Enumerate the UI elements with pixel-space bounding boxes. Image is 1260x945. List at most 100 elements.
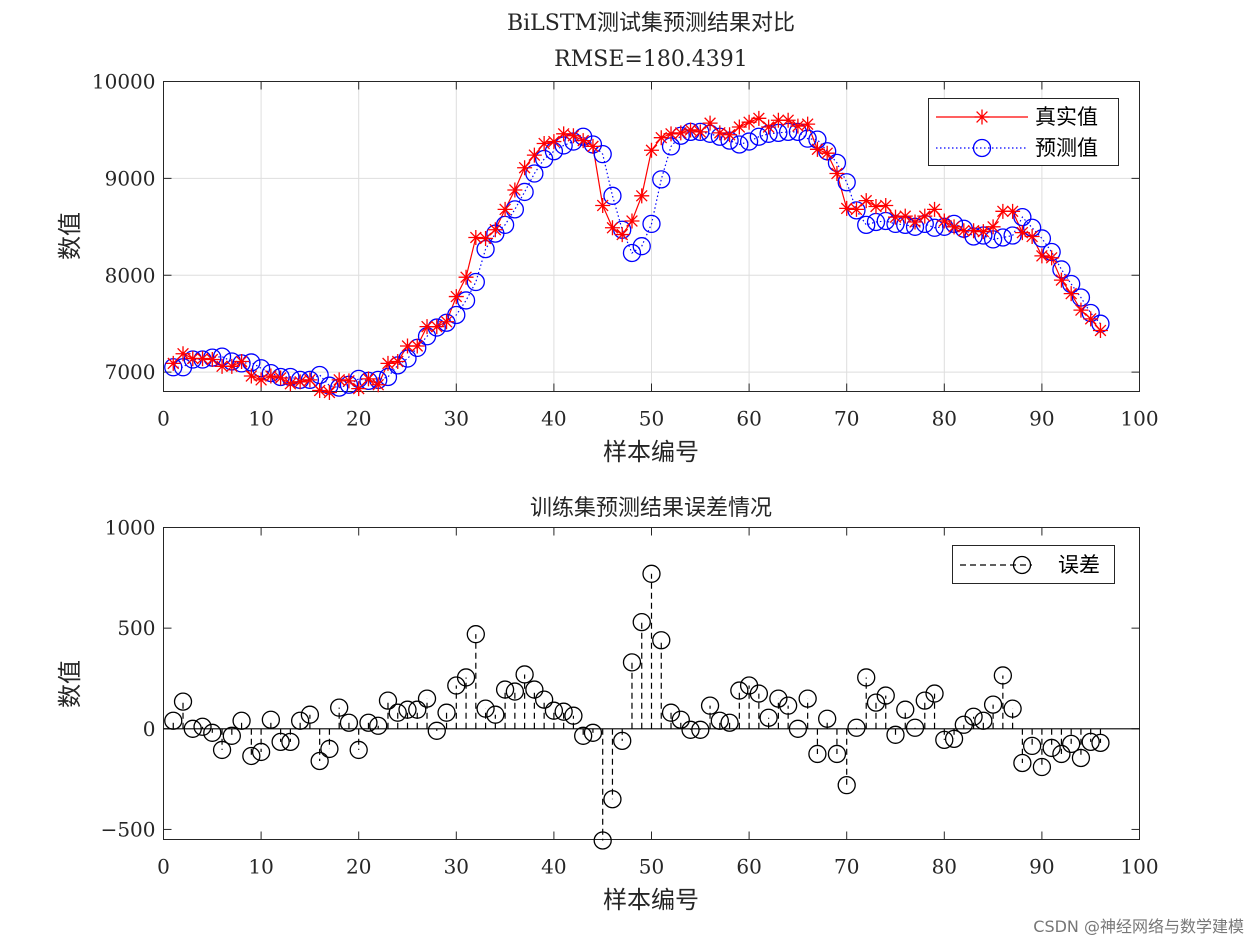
data-point-actual (634, 188, 650, 204)
error-point (232, 711, 251, 730)
y-tick-label: 0 (143, 717, 156, 741)
error-point (212, 740, 232, 760)
error-point (915, 691, 934, 710)
data-point-actual (214, 358, 230, 374)
error-point (778, 696, 798, 715)
y-tick-label: 8000 (105, 263, 156, 287)
error-point (544, 701, 564, 720)
error-point (261, 710, 281, 729)
error-point (281, 732, 300, 752)
y-tick-label: 1000 (105, 516, 156, 540)
error-point (398, 700, 417, 719)
error-point (896, 700, 915, 719)
data-point-actual (1063, 286, 1079, 302)
error-point (1013, 753, 1032, 773)
y-tick-label: 7000 (105, 360, 156, 384)
legend-asterisk-mark (974, 109, 990, 125)
error-point (886, 725, 905, 744)
data-point-actual (321, 384, 337, 400)
y-tick-label: 9000 (105, 166, 156, 190)
x-tick-label: 90 (1029, 855, 1054, 879)
data-point-actual (351, 381, 367, 397)
data-point-actual (1024, 229, 1040, 244)
error-point (749, 684, 769, 703)
data-point-predicted (652, 170, 671, 189)
error-point (935, 730, 954, 750)
x-tick-label: 70 (834, 855, 859, 879)
error-point (369, 716, 388, 735)
chart-title: BiLSTM测试集预测结果对比 (507, 11, 795, 36)
data-point-actual (692, 124, 708, 140)
error-point (652, 631, 671, 650)
error-point (818, 709, 837, 728)
error-point (1062, 734, 1081, 754)
legend-label-predicted: 预测值 (1035, 136, 1098, 160)
error-point (466, 625, 485, 644)
error-point (1032, 757, 1052, 777)
legend-label-error: 误差 (1058, 553, 1100, 577)
error-point (837, 776, 856, 795)
error-point (251, 742, 271, 762)
data-point-actual (683, 122, 699, 138)
data-point-actual (175, 346, 191, 362)
error-point (1091, 733, 1110, 753)
data-point-predicted (437, 313, 456, 332)
x-tick-label: 60 (736, 855, 761, 879)
axis-ticks: 0 10 20 30 40 50 60 70 80 90 100 7000 8000 9000 10000 (92, 70, 1159, 431)
error-point (847, 718, 866, 737)
error-point (359, 713, 378, 732)
error-point (866, 693, 886, 712)
error-point (378, 691, 398, 710)
data-point-actual (604, 220, 620, 236)
data-point-actual (458, 269, 474, 285)
x-tick-label: 80 (932, 407, 957, 431)
legend-circle-icon (1012, 555, 1032, 575)
data-point-actual (936, 213, 952, 229)
data-point-actual (409, 338, 425, 354)
data-point-actual (585, 138, 601, 154)
error-point (613, 731, 632, 751)
legend-circle-icon (972, 138, 992, 158)
error-point (642, 564, 661, 583)
data-point-actual (868, 198, 884, 214)
error-point (330, 698, 349, 717)
error-point (661, 703, 681, 722)
x-tick-label: 50 (639, 407, 664, 431)
data-point-actual (995, 203, 1011, 219)
data-point-actual (439, 314, 455, 330)
error-point (203, 723, 222, 742)
error-point (622, 653, 642, 672)
data-point-actual (1014, 225, 1030, 241)
chart-title: 训练集预测结果误差情况 (530, 496, 772, 521)
data-point-actual (273, 370, 289, 386)
data-point-actual (341, 373, 357, 389)
error-point (495, 680, 515, 699)
data-point-actual (878, 198, 894, 213)
data-point-actual (292, 374, 308, 390)
data-point-actual (1073, 302, 1089, 318)
error-point (944, 729, 964, 749)
data-point-actual (536, 136, 552, 151)
data-point-actual (234, 353, 250, 369)
data-point-actual (419, 319, 435, 335)
data-point-actual (829, 166, 845, 182)
data-point-actual (1092, 322, 1108, 338)
data-point-actual (1044, 250, 1060, 266)
data-point-actual (712, 125, 728, 141)
data-point-actual (517, 160, 533, 176)
data-point-actual (1083, 311, 1099, 327)
data-point-actual (243, 368, 259, 384)
data-point-actual (653, 130, 669, 146)
data-point-actual (565, 128, 581, 144)
y-axis-label: 数值 (56, 212, 84, 260)
x-tick-label: 0 (157, 407, 170, 431)
error-point (700, 696, 720, 715)
data-point-actual (185, 351, 201, 367)
data-point-actual (302, 372, 318, 388)
data-point-actual (888, 209, 903, 225)
data-point-actual (975, 224, 991, 240)
legend-asterisk-icon (974, 109, 990, 125)
x-tick-label: 100 (1120, 855, 1158, 879)
error-point (505, 682, 525, 701)
